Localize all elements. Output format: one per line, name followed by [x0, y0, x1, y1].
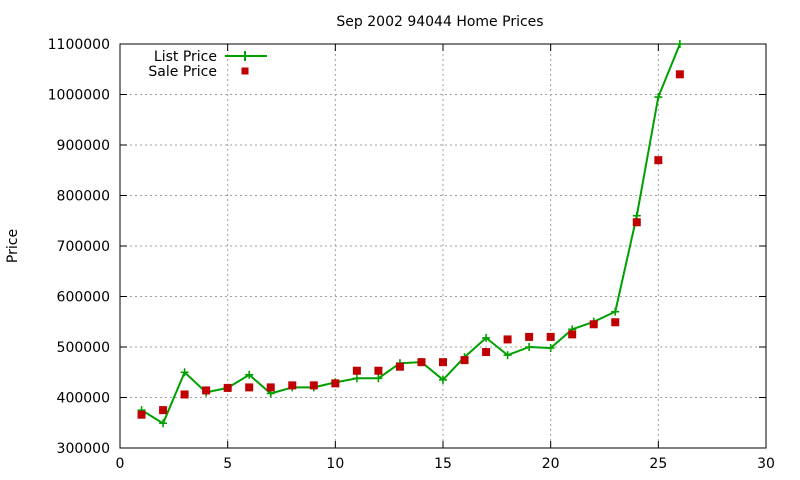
- data-point-list-price: [611, 307, 620, 316]
- grid: [120, 44, 766, 448]
- data-point-sale-price: [180, 390, 189, 399]
- data-point-sale-price: [374, 366, 383, 375]
- data-point-sale-price: [589, 320, 598, 329]
- data-point-sale-price: [525, 332, 534, 341]
- x-tick-label: 0: [116, 456, 125, 472]
- axis-ticks: 0 5 10 15 20 25 30 300000 400000 500000 600000 7000…: [48, 37, 775, 472]
- legend-label-sale-price: Sale Price: [148, 64, 217, 80]
- data-point-list-price: [374, 374, 383, 383]
- legend-label-list-price: List Price: [154, 49, 217, 65]
- x-tick-label: 5: [223, 456, 232, 472]
- data-point-sale-price: [202, 386, 211, 395]
- legend: List Price Sale Price: [148, 49, 267, 80]
- y-tick-label: 900000: [57, 138, 110, 154]
- data-point-list-price: [503, 351, 512, 360]
- data-point-sale-price: [654, 156, 663, 165]
- x-tick-label: 10: [326, 456, 344, 472]
- data-point-sale-price: [568, 330, 577, 339]
- series-line-list-price: [140, 43, 681, 425]
- data-point-sale-price: [266, 383, 275, 392]
- data-point-list-price: [675, 40, 684, 48]
- data-point-list-price: [180, 368, 189, 377]
- legend-marker-list-price: [240, 51, 250, 61]
- data-point-list-price: [245, 370, 254, 379]
- data-point-list-price: [654, 93, 663, 102]
- data-point-sale-price: [417, 358, 426, 367]
- data-point-sale-price: [546, 332, 555, 341]
- data-point-sale-price: [245, 383, 254, 392]
- y-tick-label: 300000: [57, 441, 110, 457]
- data-point-sale-price: [309, 381, 318, 390]
- data-point-sale-price: [482, 348, 491, 357]
- chart-title: Sep 2002 94044 Home Prices: [336, 14, 543, 30]
- y-tick-label: 700000: [57, 239, 110, 255]
- data-point-sale-price: [439, 358, 447, 367]
- data-point-sale-price: [503, 335, 512, 344]
- y-tick-label: 1100000: [48, 37, 110, 53]
- y-tick-label: 800000: [57, 189, 110, 205]
- y-tick-label: 1000000: [48, 88, 110, 104]
- x-tick-label: 20: [542, 456, 560, 472]
- x-tick-label: 15: [434, 456, 452, 472]
- y-tick-label: 500000: [57, 340, 110, 356]
- y-axis-label: Price: [5, 229, 21, 263]
- data-point-list-price: [546, 344, 555, 353]
- data-point-sale-price: [159, 406, 168, 415]
- data-point-list-price: [159, 419, 168, 428]
- data-point-sale-price: [352, 366, 361, 375]
- data-point-list-price: [352, 374, 361, 383]
- series-layer: [137, 40, 684, 428]
- y-tick-label: 600000: [57, 290, 110, 306]
- data-point-sale-price: [137, 410, 146, 419]
- x-tick-label: 25: [649, 456, 667, 472]
- data-point-list-price: [439, 375, 447, 384]
- data-point-list-price: [482, 333, 491, 342]
- data-point-sale-price: [460, 356, 469, 365]
- x-tick-label: 30: [757, 456, 775, 472]
- data-point-sale-price: [395, 362, 404, 371]
- data-point-sale-price: [632, 218, 641, 227]
- y-tick-label: 400000: [57, 391, 110, 407]
- data-point-sale-price: [611, 318, 620, 327]
- data-point-list-price: [525, 343, 534, 351]
- data-point-sale-price: [288, 381, 297, 390]
- data-point-sale-price: [675, 70, 684, 79]
- data-point-sale-price: [331, 379, 340, 388]
- legend-marker-sale-price: [241, 67, 249, 75]
- data-point-sale-price: [223, 383, 232, 392]
